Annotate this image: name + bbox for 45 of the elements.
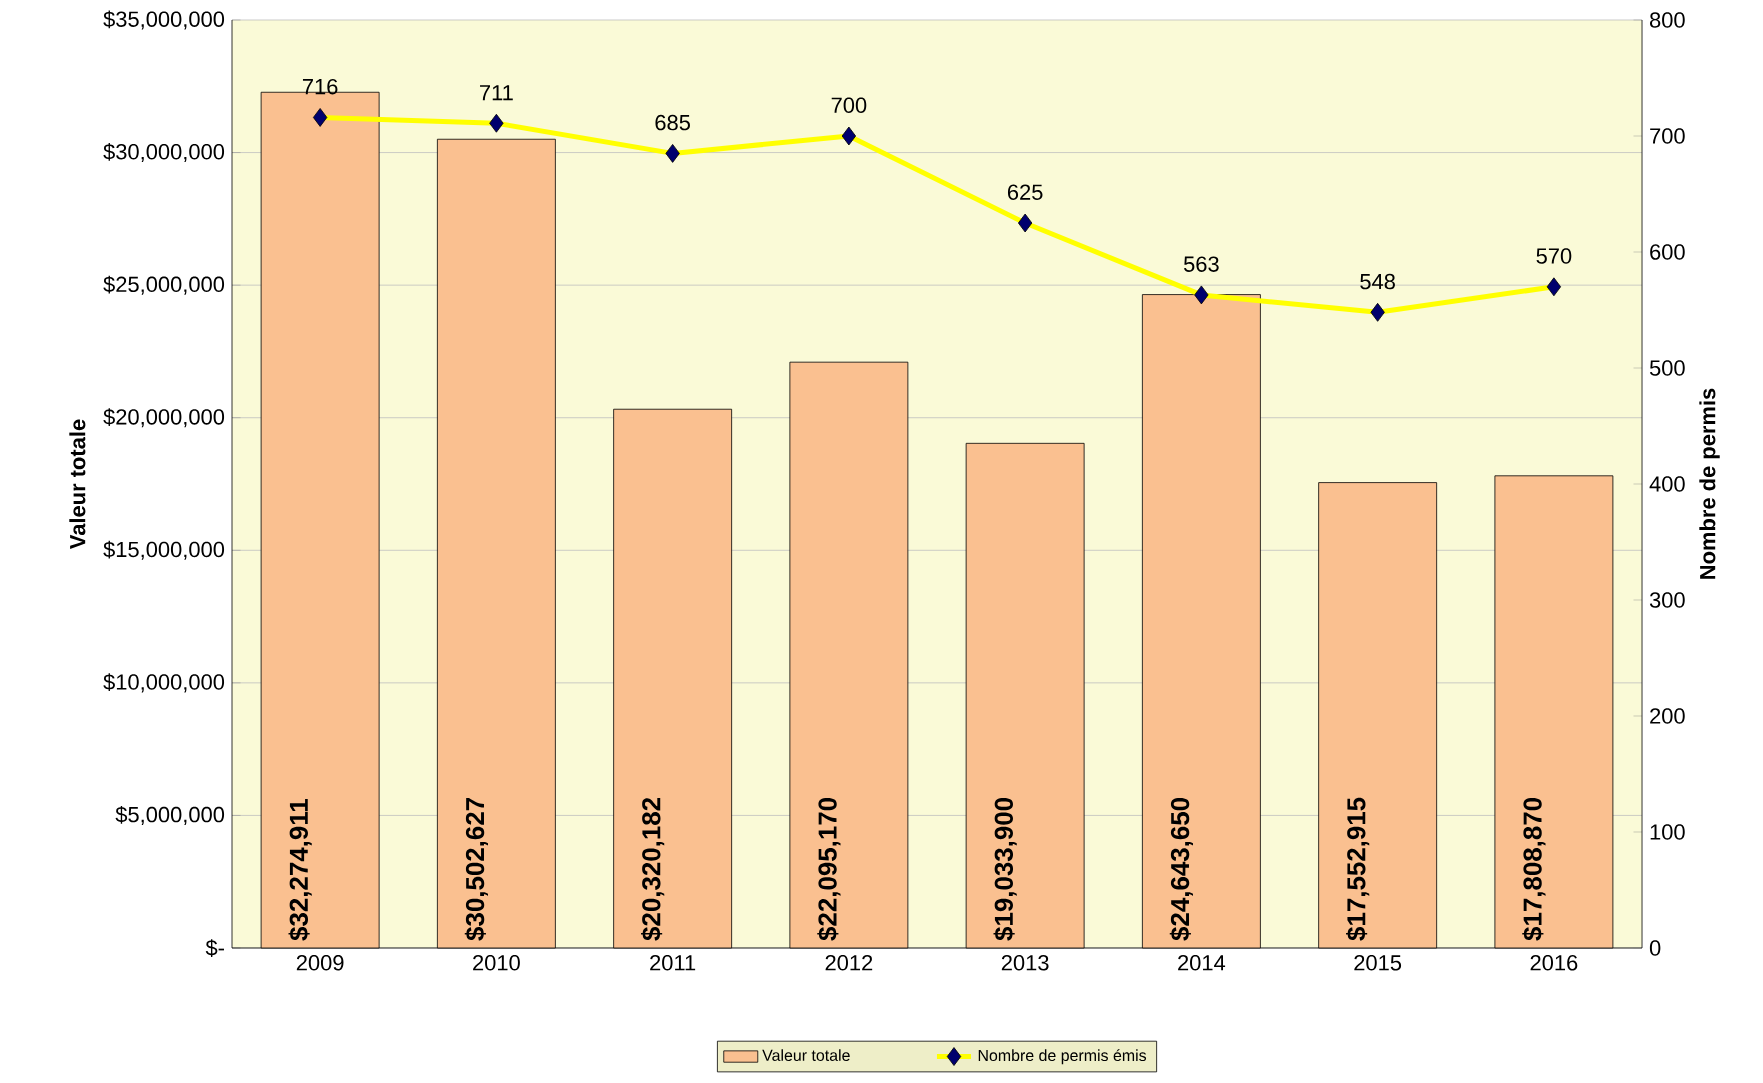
legend-label: Valeur totale	[762, 1049, 850, 1061]
data-label: $30,502,627	[464, 798, 488, 941]
y2-tick-label: 400	[1649, 476, 1685, 492]
y-tick-label: $35,000,000	[103, 10, 225, 30]
y-tick-label: $20,000,000	[103, 408, 225, 428]
x-tick-label: 2015	[1354, 955, 1402, 971]
x-tick-label: 2011	[650, 955, 696, 971]
y-tick-label: $15,000,000	[103, 540, 225, 560]
data-label: 570	[1536, 248, 1572, 264]
data-label: 548	[1360, 273, 1395, 290]
x-tick-label: 2013	[1001, 955, 1049, 971]
x-tick-label: 2014	[1178, 955, 1226, 971]
data-label: 700	[831, 97, 867, 113]
data-label: $32,274,911	[288, 799, 312, 941]
y2-tick-label: 200	[1650, 708, 1685, 724]
y-tick-label: $10,000,000	[103, 673, 225, 693]
data-label: $20,320,182	[641, 797, 665, 941]
data-label: $19,033,900	[993, 798, 1017, 941]
data-label: 716	[302, 78, 338, 95]
y2-tick-label: 300	[1649, 592, 1685, 608]
y2-tick-label: 0	[1649, 940, 1661, 956]
y-axis-title: Valeur totale	[69, 419, 86, 550]
legend-label: Nombre de permis émis	[978, 1049, 1147, 1065]
y2-tick-label: 600	[1650, 244, 1685, 260]
x-tick-label: 2009	[296, 955, 344, 971]
data-label: 685	[655, 114, 690, 131]
y2-tick-label: 800	[1649, 12, 1685, 28]
y2-tick-label: 100	[1650, 824, 1685, 840]
y2-tick-label: 500	[1649, 360, 1685, 376]
data-label: 711	[480, 85, 513, 101]
data-label: 625	[1007, 184, 1043, 200]
y-tick-label: $30,000,000	[103, 143, 225, 163]
data-label: $24,643,650	[1169, 798, 1193, 941]
y2-tick-label: 700	[1650, 128, 1685, 144]
data-label: 563	[1183, 256, 1219, 272]
data-label: $17,552,915	[1346, 797, 1370, 941]
y-tick-label: $5,000,000	[115, 805, 225, 825]
y-tick-label: $25,000,000	[103, 275, 225, 295]
data-label: $22,095,170	[817, 798, 841, 941]
y-tick-label: $-	[205, 939, 224, 957]
x-tick-label: 2016	[1530, 955, 1578, 971]
y2-axis-title: Nombre de permis	[1699, 388, 1720, 579]
x-tick-label: 2012	[825, 955, 873, 971]
data-label: $17,808,870	[1522, 798, 1546, 941]
x-tick-label: 2010	[473, 955, 520, 971]
